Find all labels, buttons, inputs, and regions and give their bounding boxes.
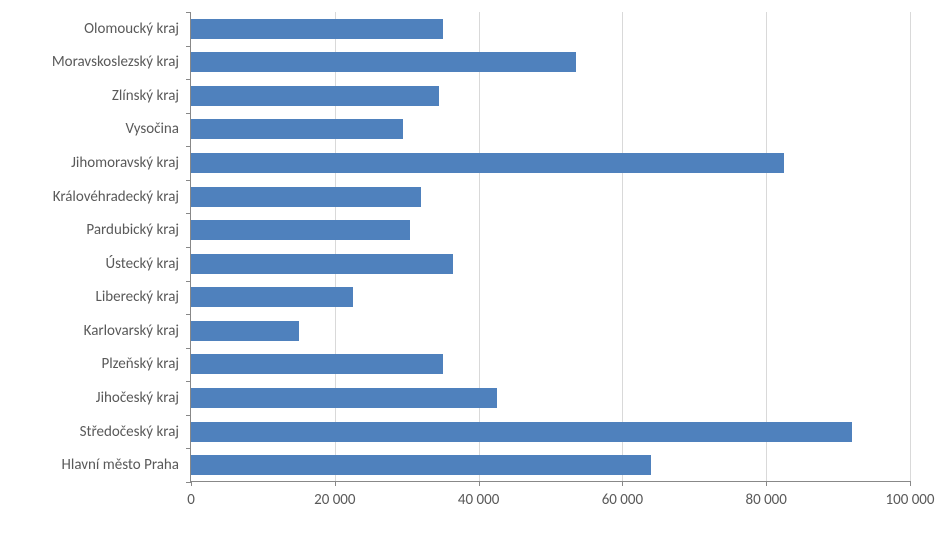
- bar-chart: 020 00040 00060 00080 000100 000 Olomouc…: [0, 0, 945, 536]
- bar: [191, 220, 410, 240]
- bar-row: [191, 46, 910, 80]
- y-tickmark: [186, 482, 191, 483]
- bar-row: [191, 113, 910, 147]
- bar: [191, 153, 784, 173]
- bar-row: [191, 247, 910, 281]
- bar-row: [191, 180, 910, 214]
- y-axis-label: Jihomoravský kraj: [5, 146, 185, 180]
- x-axis-label: 60 000: [602, 491, 643, 509]
- y-axis-label: Zlínský kraj: [5, 79, 185, 113]
- plot-area: 020 00040 00060 00080 000100 000: [190, 12, 910, 482]
- x-axis-label: 100 000: [885, 491, 934, 509]
- x-axis-label: 40 000: [458, 491, 499, 509]
- bar: [191, 254, 453, 274]
- gridline: [910, 12, 911, 481]
- bar-row: [191, 415, 910, 449]
- y-axis-label: Vysočina: [5, 113, 185, 147]
- y-axis-label: Plzeňský kraj: [5, 348, 185, 382]
- y-axis-label: Moravskoslezský kraj: [5, 46, 185, 80]
- y-axis-label: Karlovarský kraj: [5, 314, 185, 348]
- y-axis-label: Jihočeský kraj: [5, 381, 185, 415]
- y-axis-label: Pardubický kraj: [5, 213, 185, 247]
- bar-row: [191, 314, 910, 348]
- bar: [191, 321, 299, 341]
- bar-row: [191, 281, 910, 315]
- bar: [191, 422, 852, 442]
- bar: [191, 187, 421, 207]
- x-tickmark: [910, 481, 911, 486]
- y-axis-label: Hlavní město Praha: [5, 448, 185, 482]
- bar: [191, 119, 403, 139]
- bar: [191, 287, 353, 307]
- bar-row: [191, 213, 910, 247]
- x-axis-label: 80 000: [745, 491, 786, 509]
- bar: [191, 52, 576, 72]
- y-axis-label: Liberecký kraj: [5, 281, 185, 315]
- y-axis-label: Středočeský kraj: [5, 415, 185, 449]
- x-axis-label: 0: [187, 491, 195, 509]
- bar: [191, 86, 439, 106]
- bar: [191, 388, 497, 408]
- bar: [191, 354, 443, 374]
- y-axis-label: Olomoucký kraj: [5, 12, 185, 46]
- bar-row: [191, 348, 910, 382]
- bar-row: [191, 79, 910, 113]
- x-axis-label: 20 000: [314, 491, 355, 509]
- bar: [191, 455, 651, 475]
- y-axis-label: Ústecký kraj: [5, 247, 185, 281]
- bar-row: [191, 448, 910, 482]
- bar: [191, 19, 443, 39]
- y-axis-label: Královéhradecký kraj: [5, 180, 185, 214]
- bar-row: [191, 146, 910, 180]
- bar-row: [191, 12, 910, 46]
- bar-row: [191, 381, 910, 415]
